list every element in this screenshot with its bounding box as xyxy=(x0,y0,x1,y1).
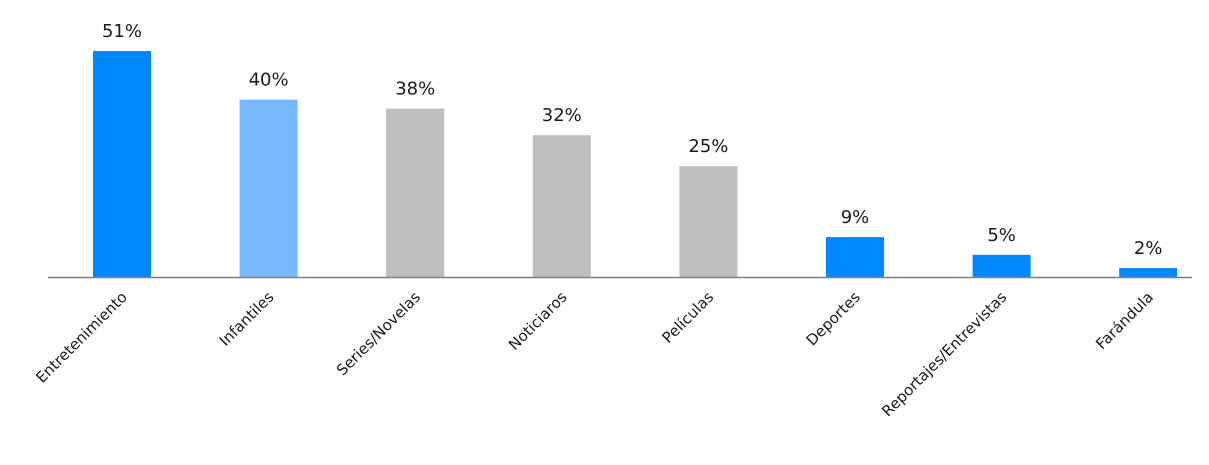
bar xyxy=(386,108,445,277)
value-label: 5% xyxy=(987,225,1016,246)
bar xyxy=(239,99,298,277)
value-labels-group: 51% 40% 38% 32% 25% 9% 5% 2% xyxy=(102,21,1162,259)
bar xyxy=(679,166,738,277)
category-label: Entretenimiento xyxy=(32,288,130,386)
bars-group xyxy=(93,51,1178,277)
bar xyxy=(93,51,151,277)
category-label: Noticiaros xyxy=(505,288,571,354)
category-label: Deportes xyxy=(803,288,864,349)
value-label: 9% xyxy=(841,207,870,228)
category-label: Reportajes/Entrevistas xyxy=(878,288,1010,420)
category-label: Infantiles xyxy=(216,288,278,350)
value-label: 32% xyxy=(542,105,582,126)
bar xyxy=(972,254,1031,277)
value-label: 2% xyxy=(1134,238,1163,259)
value-label: 40% xyxy=(249,70,289,91)
bar xyxy=(1119,268,1178,277)
bar xyxy=(532,135,591,277)
category-label: Películas xyxy=(659,288,718,347)
bar xyxy=(826,237,884,277)
category-label: Farándula xyxy=(1092,288,1157,353)
category-label: Series/Novelas xyxy=(333,288,424,379)
value-label: 51% xyxy=(102,21,142,42)
value-label: 38% xyxy=(395,79,435,100)
category-labels-group: Entretenimiento Infantiles Series/Novelas N… xyxy=(32,288,1157,420)
value-label: 25% xyxy=(688,136,728,157)
